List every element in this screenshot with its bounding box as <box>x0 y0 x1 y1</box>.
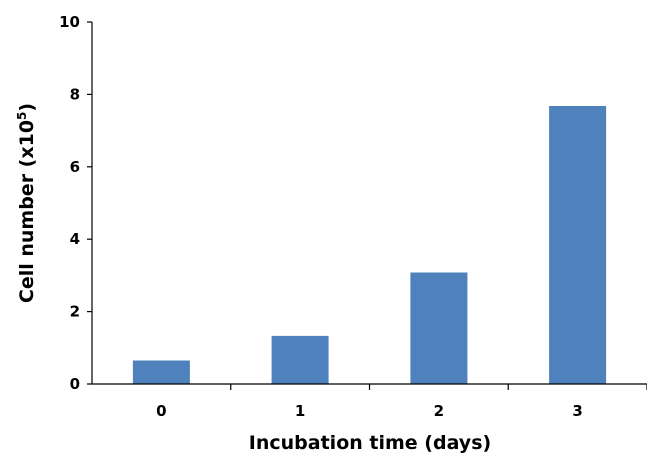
y-axis-title-main: Cell number (x10 <box>16 120 38 303</box>
bar-day-0 <box>132 360 190 384</box>
bar-day-1 <box>271 335 329 384</box>
x-axis-title: Incubation time (days) <box>249 432 491 454</box>
x-tick-label: 2 <box>434 402 444 420</box>
bar-day-3 <box>549 106 607 384</box>
y-axis-title-end: ) <box>16 103 38 112</box>
y-tick-label: 6 <box>70 158 80 176</box>
x-tick-label: 0 <box>156 402 166 420</box>
y-axis-title-superscript: 5 <box>15 112 29 120</box>
y-ticks-group: 0 2 4 6 8 10 <box>59 13 92 393</box>
y-tick-label: 8 <box>70 85 80 103</box>
y-axis-title: Cell number (x105) <box>15 103 38 303</box>
x-tick-label: 1 <box>295 402 305 420</box>
y-tick-label: 4 <box>70 230 80 248</box>
y-tick-label: 0 <box>70 375 80 393</box>
y-tick-label: 10 <box>59 13 80 31</box>
bars-group <box>132 106 607 384</box>
y-tick-label: 2 <box>70 303 80 321</box>
x-ticks-group: 0 1 2 3 <box>156 384 647 420</box>
x-tick-label: 3 <box>572 402 582 420</box>
bar-day-2 <box>410 272 468 384</box>
